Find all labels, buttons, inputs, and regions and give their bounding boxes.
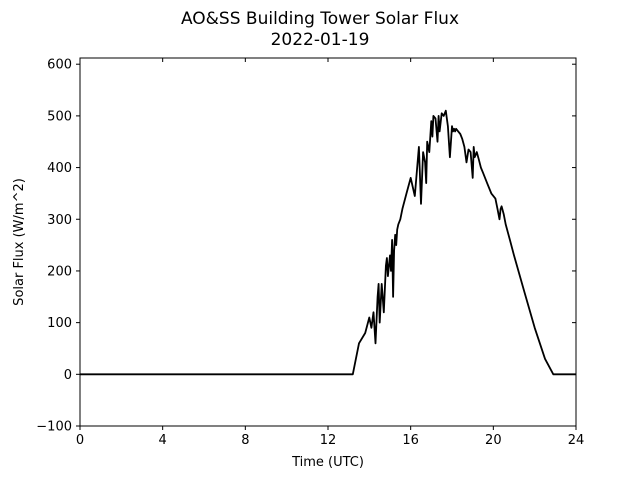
y-tick-label: 400 [47,161,72,176]
y-tick-label: 500 [47,109,72,124]
x-axis-ticks: 0 4 8 12 16 20 24 [76,58,584,448]
x-axis-label: Time (UTC) [291,455,364,470]
x-tick-label: 16 [402,433,419,448]
x-tick-label: 0 [76,433,84,448]
x-tick-label: 12 [320,433,337,448]
x-tick-label: 20 [485,433,502,448]
plot-frame [79,57,577,427]
y-tick-label: 0 [64,368,72,383]
y-tick-label: −100 [36,420,72,435]
chart-title: AO&SS Building Tower Solar Flux [181,9,459,29]
x-tick-label: 4 [159,433,167,448]
x-tick-label: 8 [241,433,249,448]
y-tick-label: 100 [47,316,72,331]
plot-area [80,109,576,376]
chart-subtitle: 2022-01-19 [271,30,370,50]
y-axis-label: Solar Flux (W/m^2) [12,178,27,306]
y-axis-ticks: −100 0 100 200 300 400 500 600 [36,58,576,435]
y-tick-label: 300 [47,213,72,228]
y-tick-label: 200 [47,264,72,279]
series-line-0 [80,109,576,376]
y-tick-label: 600 [47,58,72,73]
x-tick-label: 24 [568,433,585,448]
